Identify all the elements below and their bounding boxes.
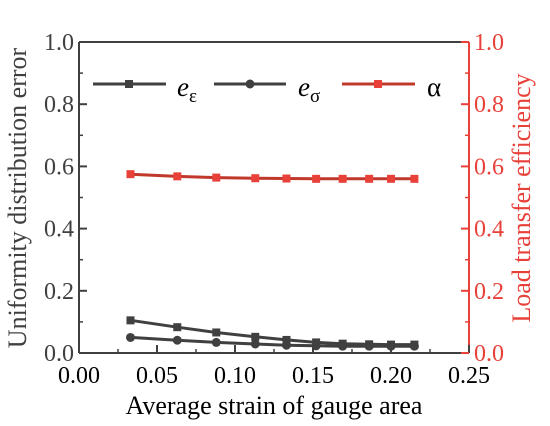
- legend-item-alpha: α: [342, 72, 441, 102]
- y-left-tick-label: 0.2: [44, 279, 74, 305]
- legend: eε eσ α: [93, 72, 441, 107]
- x-tick-label: 0.05: [136, 363, 178, 389]
- legend-label-alpha: α: [427, 72, 441, 102]
- series-line-e-epsilon: [130, 318, 415, 347]
- y-right-tick-label: 0.4: [474, 217, 504, 243]
- series-line-e-sigma: [130, 335, 415, 348]
- data-point-e-epsilon: [173, 323, 182, 332]
- y-right-tick-label: 0.2: [474, 279, 504, 305]
- left-axis-title: Uniformity distribution error: [3, 47, 32, 348]
- x-tick-label: 0.25: [448, 363, 490, 389]
- legend-marker-square-red: [374, 80, 382, 88]
- data-point-alpha: [173, 172, 182, 181]
- y-left-tick-label: 0.6: [44, 154, 74, 180]
- data-point-e-sigma: [338, 341, 348, 351]
- data-point-e-sigma: [172, 335, 182, 345]
- data-point-alpha: [387, 174, 395, 183]
- data-point-e-epsilon: [212, 328, 221, 337]
- y-right-tick-label: 1.0: [474, 30, 504, 56]
- y-left-tick-label: 0.8: [44, 92, 74, 118]
- legend-label-e-sigma-main: e: [298, 72, 310, 102]
- data-point-e-epsilon: [251, 332, 260, 341]
- legend-marker-square: [125, 80, 133, 88]
- data-point-e-sigma: [250, 339, 260, 349]
- ticks-layer: 0.00 0.05 0.10 0.15 0.20 0.250.00.20.40.60.81…: [44, 30, 504, 389]
- data-point-alpha: [251, 174, 260, 183]
- data-point-e-sigma: [281, 340, 291, 350]
- legend-label-e-epsilon: eε: [177, 72, 197, 107]
- data-point-e-epsilon: [126, 316, 135, 325]
- data-point-e-epsilon: [282, 335, 291, 344]
- y-left-tick-label: 0.0: [44, 341, 74, 367]
- x-tick-label: 0.00: [58, 363, 100, 389]
- y-right-tick-label: 0.6: [474, 154, 504, 180]
- legend-label-e-epsilon-sub: ε: [189, 86, 197, 107]
- y-left-tick-label: 1.0: [44, 30, 74, 56]
- x-tick-label: 0.15: [292, 363, 334, 389]
- data-point-e-sigma: [364, 341, 374, 351]
- legend-item-e-epsilon: eε: [93, 72, 197, 107]
- legend-label-e-sigma: eσ: [298, 72, 320, 107]
- series-line-alpha: [130, 172, 415, 181]
- data-point-e-sigma: [409, 341, 419, 351]
- data-point-alpha: [338, 174, 347, 183]
- data-point-alpha: [410, 174, 419, 183]
- data-point-e-sigma: [311, 341, 321, 351]
- x-axis-title: Average strain of gauge area: [126, 391, 423, 420]
- series-layer: [125, 170, 419, 351]
- y-left-tick-label: 0.4: [44, 217, 74, 243]
- data-point-e-sigma: [386, 341, 396, 351]
- data-point-e-sigma: [125, 332, 135, 342]
- x-tick-label: 0.10: [214, 363, 256, 389]
- data-point-e-sigma: [211, 337, 221, 347]
- data-point-alpha: [282, 174, 291, 183]
- y-right-tick-label: 0.8: [474, 92, 504, 118]
- x-tick-label: 0.20: [370, 363, 412, 389]
- data-point-alpha: [365, 174, 374, 183]
- y-right-tick-label: 0.0: [474, 341, 504, 367]
- data-point-alpha: [126, 170, 135, 179]
- data-point-alpha: [312, 174, 321, 183]
- legend-marker-circle: [245, 79, 255, 89]
- right-axis-title: Load transfer efficiency: [507, 73, 536, 322]
- data-point-alpha: [212, 173, 221, 182]
- legend-label-e-sigma-sub: σ: [310, 86, 320, 107]
- legend-label-e-epsilon-main: e: [177, 72, 189, 102]
- legend-item-e-sigma: eσ: [214, 72, 320, 107]
